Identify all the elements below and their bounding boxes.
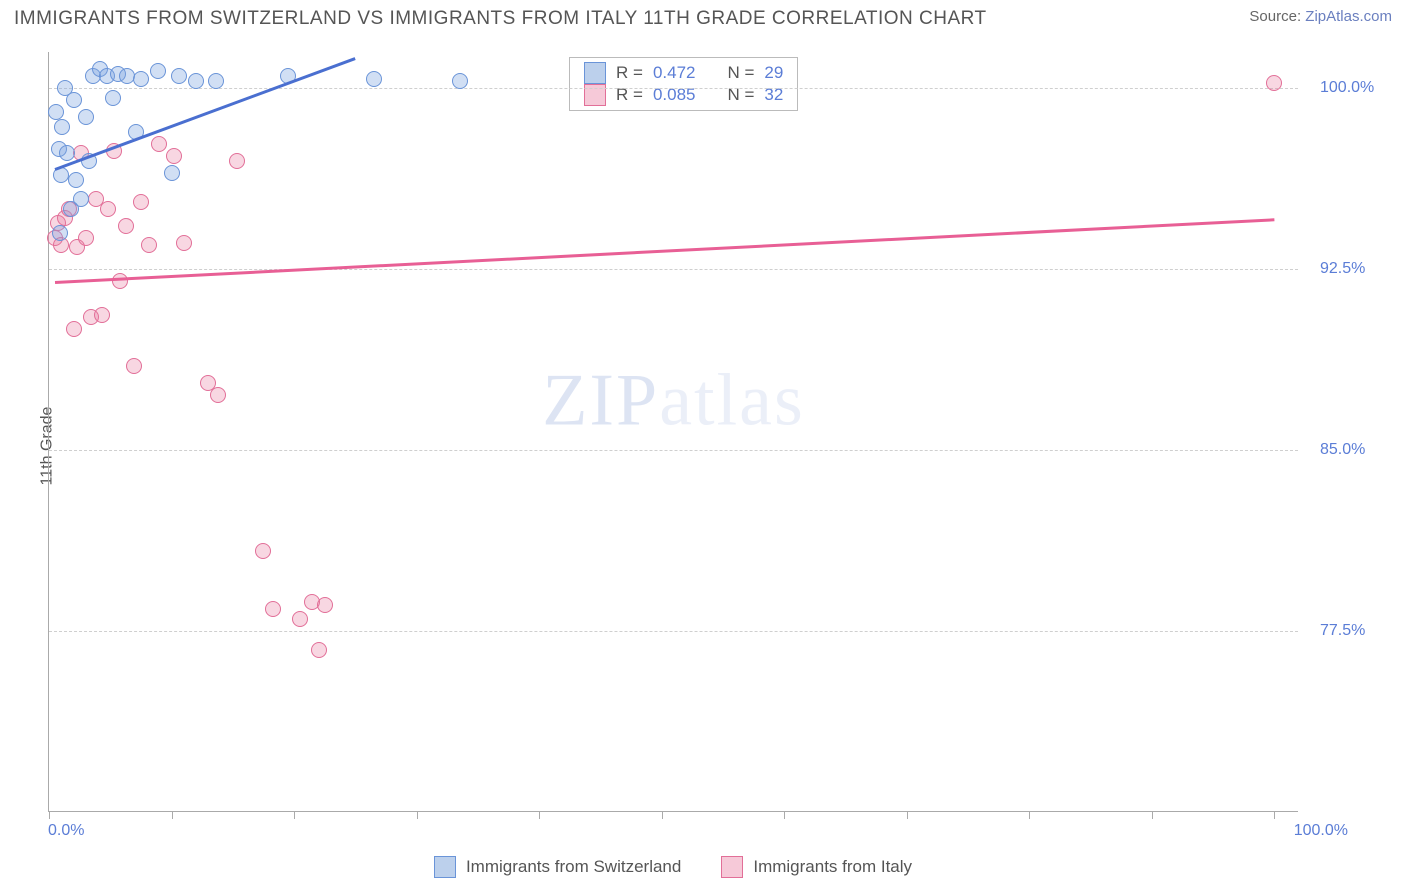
scatter-point-italy (94, 307, 110, 323)
series-legend: Immigrants from Switzerland Immigrants f… (48, 852, 1298, 882)
scatter-point-switzerland (452, 73, 468, 89)
scatter-point-italy (229, 153, 245, 169)
r-value: 0.472 (653, 63, 696, 83)
source-link[interactable]: ZipAtlas.com (1305, 8, 1392, 25)
x-tick-label-100: 100.0% (1294, 822, 1348, 840)
legend-swatch-switzerland (434, 856, 456, 878)
scatter-point-switzerland (105, 90, 121, 106)
scatter-point-italy (166, 148, 182, 164)
source-prefix: Source: (1249, 8, 1305, 25)
scatter-point-italy (100, 201, 116, 217)
x-tick-mark (1029, 811, 1030, 819)
scatter-point-italy (317, 597, 333, 613)
scatter-point-switzerland (52, 225, 68, 241)
x-tick-mark (172, 811, 173, 819)
legend-swatch (584, 62, 606, 84)
watermark-suffix: atlas (659, 360, 805, 442)
legend-label-italy: Immigrants from Italy (753, 857, 912, 877)
scatter-point-switzerland (54, 119, 70, 135)
scatter-point-italy (126, 358, 142, 374)
scatter-point-switzerland (73, 191, 89, 207)
y-tick-label: 100.0% (1320, 79, 1374, 97)
scatter-point-switzerland (366, 71, 382, 87)
scatter-point-switzerland (68, 172, 84, 188)
scatter-point-italy (133, 194, 149, 210)
x-tick-mark (294, 811, 295, 819)
scatter-point-switzerland (171, 68, 187, 84)
gridline-h (49, 269, 1298, 270)
x-tick-mark (1274, 811, 1275, 819)
scatter-point-italy (255, 543, 271, 559)
x-tick-mark (1152, 811, 1153, 819)
trend-line (55, 218, 1274, 283)
y-tick-label: 77.5% (1320, 622, 1365, 640)
scatter-plot: ZIPatlas R =0.472N =29R =0.085N =32 77.5… (48, 52, 1298, 812)
n-value: 29 (764, 63, 783, 83)
scatter-point-italy (141, 237, 157, 253)
scatter-point-italy (176, 235, 192, 251)
watermark: ZIPatlas (542, 359, 805, 444)
legend-item-switzerland: Immigrants from Switzerland (434, 856, 681, 878)
scatter-point-italy (66, 321, 82, 337)
scatter-point-switzerland (78, 109, 94, 125)
scatter-point-italy (151, 136, 167, 152)
watermark-prefix: ZIP (542, 360, 659, 442)
x-tick-mark (907, 811, 908, 819)
x-tick-mark (539, 811, 540, 819)
n-label: N = (727, 63, 754, 83)
x-tick-label-0: 0.0% (48, 822, 84, 840)
gridline-h (49, 631, 1298, 632)
title-bar: IMMIGRANTS FROM SWITZERLAND VS IMMIGRANT… (14, 8, 1392, 42)
scatter-point-italy (1266, 75, 1282, 91)
scatter-point-switzerland (66, 92, 82, 108)
scatter-point-italy (210, 387, 226, 403)
chart-title: IMMIGRANTS FROM SWITZERLAND VS IMMIGRANT… (14, 8, 987, 30)
scatter-point-switzerland (133, 71, 149, 87)
scatter-point-italy (265, 601, 281, 617)
stats-legend: R =0.472N =29R =0.085N =32 (569, 57, 798, 111)
scatter-point-switzerland (150, 63, 166, 79)
scatter-point-switzerland (164, 165, 180, 181)
x-axis-labels: 0.0% 100.0% (48, 822, 1298, 852)
legend-label-switzerland: Immigrants from Switzerland (466, 857, 681, 877)
x-tick-mark (417, 811, 418, 819)
y-tick-label: 92.5% (1320, 260, 1365, 278)
y-tick-label: 85.0% (1320, 441, 1365, 459)
scatter-point-italy (311, 642, 327, 658)
x-tick-mark (662, 811, 663, 819)
gridline-h (49, 450, 1298, 451)
scatter-point-italy (118, 218, 134, 234)
x-tick-mark (49, 811, 50, 819)
legend-item-italy: Immigrants from Italy (721, 856, 912, 878)
stats-legend-row: R = 0.472 N = 29 (584, 62, 783, 84)
scatter-point-italy (112, 273, 128, 289)
scatter-point-switzerland (59, 145, 75, 161)
scatter-point-switzerland (188, 73, 204, 89)
source-attribution: Source: ZipAtlas.com (1249, 8, 1392, 25)
x-tick-mark (784, 811, 785, 819)
r-label: R = (616, 63, 643, 83)
scatter-point-switzerland (208, 73, 224, 89)
scatter-point-italy (292, 611, 308, 627)
scatter-point-italy (78, 230, 94, 246)
legend-swatch-italy (721, 856, 743, 878)
gridline-h (49, 88, 1298, 89)
